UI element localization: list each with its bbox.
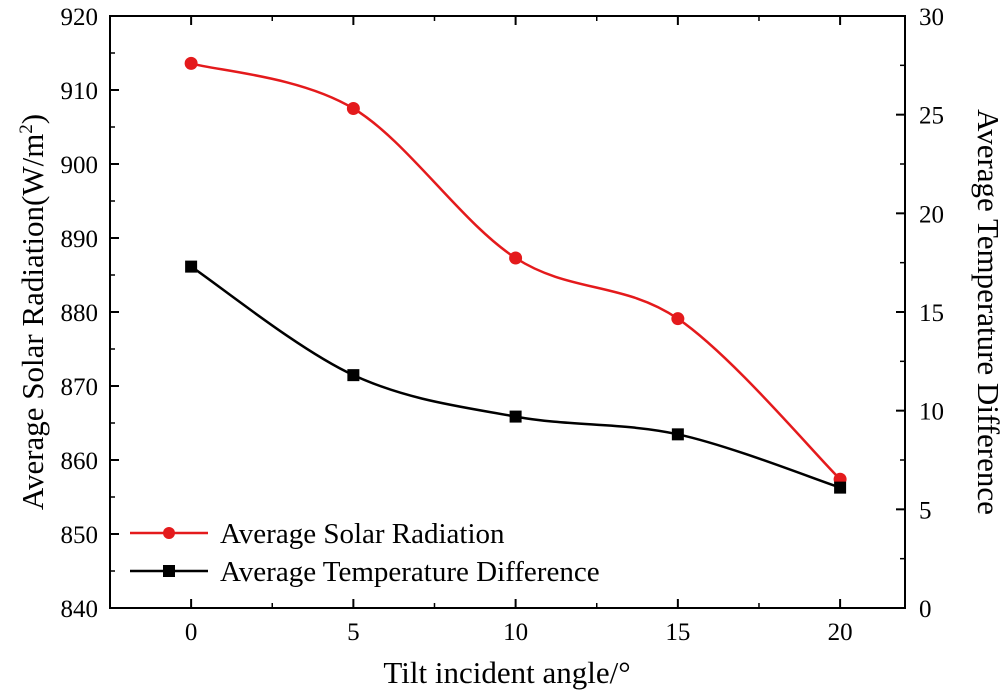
right-y-tick-label: 30 (919, 4, 944, 31)
data-point-solar (671, 312, 685, 326)
left-y-tick-label: 870 (61, 374, 99, 401)
right-y-tick-label: 15 (919, 300, 944, 327)
x-axis-title: Tilt incident angle/° (383, 655, 630, 690)
legend-marker-solar (163, 527, 175, 539)
data-point-temperature (185, 260, 198, 273)
x-axis: 0 5 10 15 20 (185, 16, 853, 646)
left-y-tick-label: 880 (61, 300, 99, 327)
data-point-temperature (834, 481, 847, 494)
left-y-tick-label: 860 (61, 448, 99, 475)
legend: Average Solar Radiation Average Temperat… (130, 518, 600, 588)
right-y-tick-label: 25 (919, 103, 944, 130)
x-tick-label: 0 (185, 619, 198, 646)
x-tick-label: 15 (665, 619, 690, 646)
legend-label-temperature: Average Temperature Difference (220, 556, 600, 588)
left-y-tick-label: 920 (61, 4, 99, 31)
data-point-solar (184, 56, 198, 70)
legend-label-solar: Average Solar Radiation (220, 518, 505, 550)
legend-marker-temperature (163, 565, 175, 577)
right-y-tick-label: 0 (919, 596, 932, 623)
series-layer (184, 56, 847, 494)
right-y-tick-label: 20 (919, 201, 944, 228)
right-y-axis: 0 5 10 15 20 25 30 (896, 4, 944, 623)
left-y-tick-label: 900 (61, 152, 99, 179)
x-tick-label: 5 (347, 619, 360, 646)
data-point-temperature (347, 369, 360, 382)
left-y-axis-title-close: ) (15, 114, 50, 124)
left-y-tick-label: 840 (61, 596, 99, 623)
left-y-tick-label: 890 (61, 226, 99, 253)
right-y-tick-label: 5 (919, 497, 932, 524)
left-y-axis-title: Average Solar Radiation(W/m2) (15, 114, 50, 510)
left-y-axis-title-superscript: 2 (16, 124, 37, 134)
data-point-solar (509, 251, 523, 265)
right-y-tick-label: 10 (919, 399, 944, 426)
x-tick-label: 20 (828, 619, 853, 646)
left-y-tick-label: 910 (61, 78, 99, 105)
x-tick-label: 10 (503, 619, 528, 646)
left-y-tick-label: 850 (61, 522, 99, 549)
right-y-axis-title: Average Temperature Difference (971, 109, 1001, 515)
data-point-solar (346, 102, 360, 115)
data-point-temperature (671, 428, 684, 441)
left-y-axis: 840 850 860 870 880 890 900 910 920 (61, 4, 119, 623)
data-point-temperature (509, 410, 522, 423)
left-y-axis-title-main: Average Solar Radiation(W/m (15, 134, 50, 510)
